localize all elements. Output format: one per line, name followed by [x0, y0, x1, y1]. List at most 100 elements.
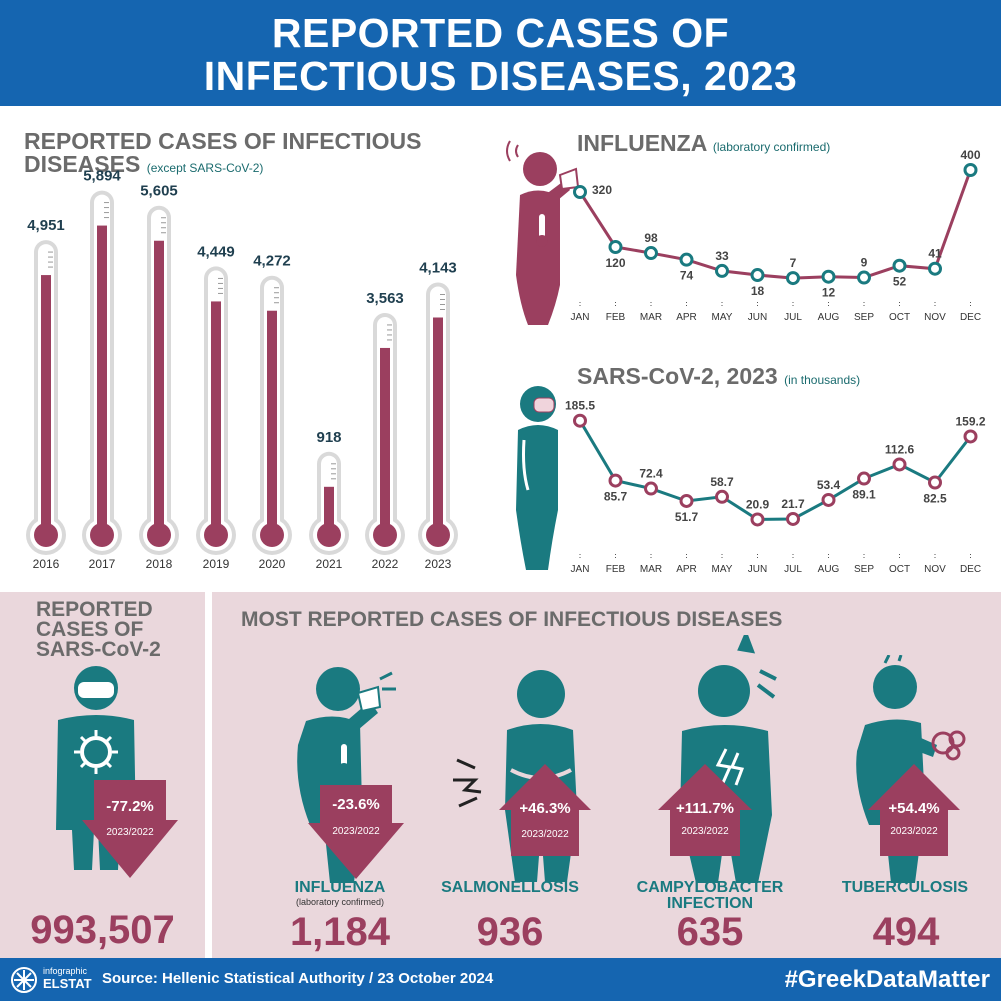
- campylobacter-value: 635: [676, 910, 744, 954]
- thermometer-bulb-fill: [317, 523, 341, 547]
- data-point: [928, 475, 942, 490]
- bar-category-label: 2021: [316, 557, 343, 571]
- x-axis-label: MAR: [640, 312, 662, 323]
- data-point: [963, 429, 978, 444]
- x-axis-label: SEP: [854, 564, 874, 575]
- x-axis-label: JAN: [571, 564, 590, 575]
- salmonellosis-period: 2023/2022: [521, 829, 569, 840]
- x-axis-label: JUL: [784, 564, 802, 575]
- sars-total-value: 993,507: [30, 908, 175, 952]
- x-axis-label: MAR: [640, 564, 662, 575]
- influenza-line-chart: 320 JAN 120 FEB 98 MAR 74 APR 33 MAY 18 JUN 7 JUL 12 AU…: [571, 148, 982, 323]
- x-axis-label: APR: [676, 564, 697, 575]
- bar-value-label: 5,894: [83, 170, 121, 185]
- data-value-label: 185.5: [565, 399, 595, 413]
- x-axis-label: APR: [676, 312, 697, 323]
- sick-person-icon: [506, 140, 580, 325]
- data-point: [608, 240, 623, 254]
- page-header: REPORTED CASES OF INFECTIOUS DISEASES, 2…: [0, 0, 1001, 106]
- influenza-pct: -23.6%: [332, 796, 380, 813]
- data-value-label: 58.7: [710, 475, 734, 489]
- bar-category-label: 2016: [33, 557, 60, 571]
- data-value-label: 89.1: [852, 488, 876, 502]
- data-point: [644, 481, 658, 496]
- tuberculosis-name: TUBERCULOSIS: [841, 879, 969, 896]
- source-text: Source: Hellenic Statistical Authority /…: [102, 970, 494, 987]
- thermometer-fill-bar: [154, 240, 164, 536]
- x-axis-label: JAN: [571, 312, 590, 323]
- x-axis-label: JUN: [748, 564, 767, 575]
- data-value-label: 112.6: [885, 442, 915, 456]
- data-point: [679, 493, 694, 508]
- most-reported-title: MOST REPORTED CASES OF INFECTIOUS DISEAS…: [241, 608, 783, 631]
- thermometer-fill-bar: [433, 317, 443, 535]
- bar-category-label: 2017: [89, 557, 116, 571]
- x-axis-label: MAY: [712, 312, 733, 323]
- thermometer-fill-bar: [211, 301, 221, 535]
- data-value-label: 41: [928, 247, 942, 261]
- data-point: [857, 471, 871, 486]
- influenza-chart-title: INFLUENZA (laboratory confirmed): [577, 130, 831, 156]
- influenza-period: 2023/2022: [332, 826, 380, 837]
- influenza-name: INFLUENZA: [294, 879, 386, 896]
- elstat-logo-icon: [11, 967, 37, 993]
- campylobacter-pct: +111.7%: [676, 800, 734, 817]
- thermometer-bulb-fill: [260, 523, 284, 547]
- sars-down-arrow: [82, 780, 178, 878]
- data-value-label: 98: [644, 231, 658, 245]
- thermometer-fill-bar: [324, 486, 334, 535]
- x-axis-label: MAY: [712, 564, 733, 575]
- data-value-label: 9: [861, 256, 868, 270]
- bar-category-label: 2023: [425, 557, 452, 571]
- data-value-label: 51.7: [675, 510, 699, 524]
- x-axis-label: OCT: [889, 564, 910, 575]
- data-point: [750, 268, 765, 283]
- bar-value-label: 4,272: [253, 253, 291, 270]
- sars-period: 2023/2022: [106, 827, 154, 838]
- x-axis-label: JUN: [748, 312, 767, 323]
- sars-pct: -77.2%: [106, 798, 154, 815]
- data-value-label: 85.7: [604, 490, 628, 504]
- data-point: [573, 185, 587, 199]
- data-value-label: 21.7: [781, 497, 805, 511]
- x-axis-label: JUL: [784, 312, 802, 323]
- influenza-down-arrow: [308, 785, 404, 879]
- data-point: [750, 512, 765, 527]
- data-point: [573, 413, 587, 428]
- influenza-sub: (laboratory confirmed): [295, 897, 385, 907]
- data-point: [857, 270, 871, 285]
- data-value-label: 400: [960, 148, 980, 162]
- bar-value-label: 5,605: [140, 183, 178, 200]
- salmonellosis-pct: +46.3%: [519, 800, 571, 817]
- data-value-label: 33: [715, 249, 729, 263]
- footer: infographic ELSTAT Source: Hellenic Stat…: [0, 958, 1001, 1001]
- salmonellosis-name: SALMONELLOSIS: [441, 879, 579, 896]
- salmonellosis-value: 936: [476, 910, 544, 954]
- bar-value-label: 4,143: [419, 259, 457, 276]
- tuberculosis-value: 494: [872, 910, 940, 954]
- thermometer-bulb-fill: [34, 523, 58, 547]
- thermometer-bulb-fill: [426, 523, 450, 547]
- thermometer-bar-chart: 4,951 2016 5,894 2017 5,605 2018 4,449 2019 4,27…: [26, 170, 458, 571]
- header-title-line1: REPORTED CASES OF: [271, 10, 730, 56]
- x-axis-label: FEB: [606, 564, 626, 575]
- x-axis-label: OCT: [889, 312, 910, 323]
- bar-category-label: 2018: [146, 557, 173, 571]
- data-point: [679, 252, 694, 267]
- masked-person-icon: [516, 386, 558, 570]
- data-point: [821, 492, 836, 507]
- data-point: [715, 489, 729, 504]
- logo-top-text: infographic: [43, 966, 88, 976]
- thermometer-fill-bar: [380, 347, 390, 535]
- thermometer-bulb-fill: [90, 523, 114, 547]
- data-value-label: 7: [790, 256, 797, 270]
- thermo-section-title: REPORTED CASES OF INFECTIOUS DISEASES (e…: [24, 128, 422, 177]
- data-point: [821, 269, 836, 284]
- thermometer-bulb-fill: [147, 523, 171, 547]
- data-point: [928, 261, 942, 276]
- logo-bottom-text: ELSTAT: [43, 976, 92, 991]
- bar-value-label: 4,951: [27, 217, 65, 234]
- data-point: [963, 163, 978, 177]
- data-value-label: 12: [822, 286, 836, 300]
- x-axis-label: AUG: [818, 312, 840, 323]
